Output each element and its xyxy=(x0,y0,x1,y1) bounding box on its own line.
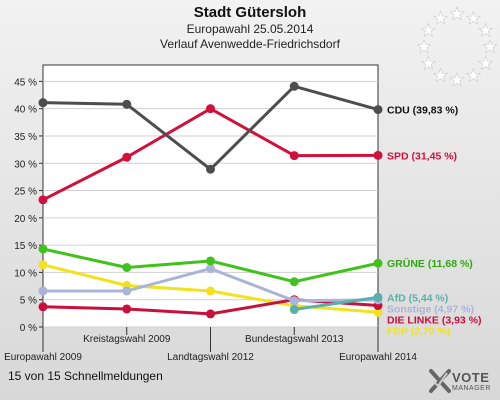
data-point xyxy=(289,277,299,287)
data-point xyxy=(122,152,132,162)
y-tick-label: 5 % xyxy=(20,296,37,307)
data-point xyxy=(122,99,132,109)
chart-title: Stadt Gütersloh xyxy=(193,4,307,21)
x-tick-label: Europawahl 2009 xyxy=(4,352,82,363)
series-end-label: DIE LINKE (3,93 %) xyxy=(387,314,482,326)
data-point xyxy=(289,81,299,91)
eu-star xyxy=(478,22,494,37)
logo-text-manager: MANAGER xyxy=(452,385,491,392)
data-point xyxy=(373,258,383,268)
data-point xyxy=(206,309,215,319)
data-point xyxy=(122,286,132,296)
eu-star xyxy=(449,72,465,87)
series-lines xyxy=(38,81,383,319)
chart-subtitle-date: Europawahl 25.05.2014 xyxy=(186,22,314,36)
series-line xyxy=(294,295,379,312)
eu-star xyxy=(420,55,436,70)
series-end-label: Sonstige (4,97 %) xyxy=(387,303,474,315)
series-end-label: GRÜNE (11,68 %) xyxy=(387,257,473,270)
data-point xyxy=(289,296,299,306)
data-point xyxy=(206,104,215,114)
y-tick-label: 40 % xyxy=(14,105,37,116)
y-tick-label: 15 % xyxy=(14,241,37,252)
series-end-labels: CDU (39,83 %) SPD (31,45 %) GRÜNE (11,68 %… xyxy=(387,105,482,338)
data-point xyxy=(206,264,215,274)
x-check-logo-icon xyxy=(429,369,451,393)
eu-star xyxy=(420,22,436,37)
report-count-note: 15 von 15 Schnellmeldungen xyxy=(8,369,163,383)
data-point xyxy=(38,260,48,270)
y-tick-label: 45 % xyxy=(14,77,37,88)
data-point xyxy=(38,195,48,205)
logo-text-vote: VOTE xyxy=(452,370,490,385)
data-point xyxy=(38,286,48,296)
eu-star xyxy=(466,67,481,82)
x-tick-label: Europawahl 2014 xyxy=(339,352,417,363)
data-point xyxy=(373,307,383,317)
data-point xyxy=(206,164,215,174)
data-point xyxy=(38,302,48,312)
y-tick-label: 30 % xyxy=(14,159,37,170)
series-afd xyxy=(289,292,383,315)
data-point xyxy=(289,305,299,315)
data-point xyxy=(206,256,215,266)
y-tick-label: 10 % xyxy=(14,268,37,279)
data-point xyxy=(122,304,132,314)
series-end-label: SPD (31,45 %) xyxy=(387,150,457,162)
y-tick-label: 0 % xyxy=(20,323,37,334)
eu-star xyxy=(433,67,448,82)
series-end-label: AfD (5,44 %) xyxy=(387,292,448,304)
data-point xyxy=(373,292,383,302)
data-point xyxy=(122,263,132,273)
eu-star xyxy=(416,39,432,54)
y-axis: 0 % 5 % 10 % 15 % 20 % 25 % 30 % 35 % 40 % 45 % xyxy=(14,77,43,334)
x-tick-label: Kreistagswahl 2009 xyxy=(83,334,171,345)
eu-star xyxy=(478,55,494,70)
eu-star xyxy=(466,10,481,25)
data-point xyxy=(373,105,383,115)
series-cdu xyxy=(38,81,383,174)
eu-stars-icon xyxy=(416,6,498,87)
data-point xyxy=(289,151,299,161)
data-point xyxy=(206,286,215,296)
eu-star xyxy=(449,6,465,21)
eu-star xyxy=(433,10,448,25)
grid-lines xyxy=(43,80,378,328)
series-end-label: FDP (2,70 %) xyxy=(387,325,450,337)
data-point xyxy=(38,244,48,254)
series-end-label: CDU (39,83 %) xyxy=(387,105,458,117)
y-tick-label: 35 % xyxy=(14,132,37,143)
y-tick-label: 25 % xyxy=(14,187,37,198)
x-tick-label: Bundestagswahl 2013 xyxy=(245,334,344,345)
data-point xyxy=(373,150,383,160)
eu-star xyxy=(482,39,498,54)
chart-subtitle-area: Verlauf Avenwedde-Friedrichsdorf xyxy=(160,37,340,51)
data-point xyxy=(38,98,48,108)
series-gr-ne xyxy=(38,244,383,287)
x-tick-label: Landtagswahl 2012 xyxy=(167,352,254,363)
series-spd xyxy=(38,104,383,205)
y-tick-label: 20 % xyxy=(14,214,37,225)
